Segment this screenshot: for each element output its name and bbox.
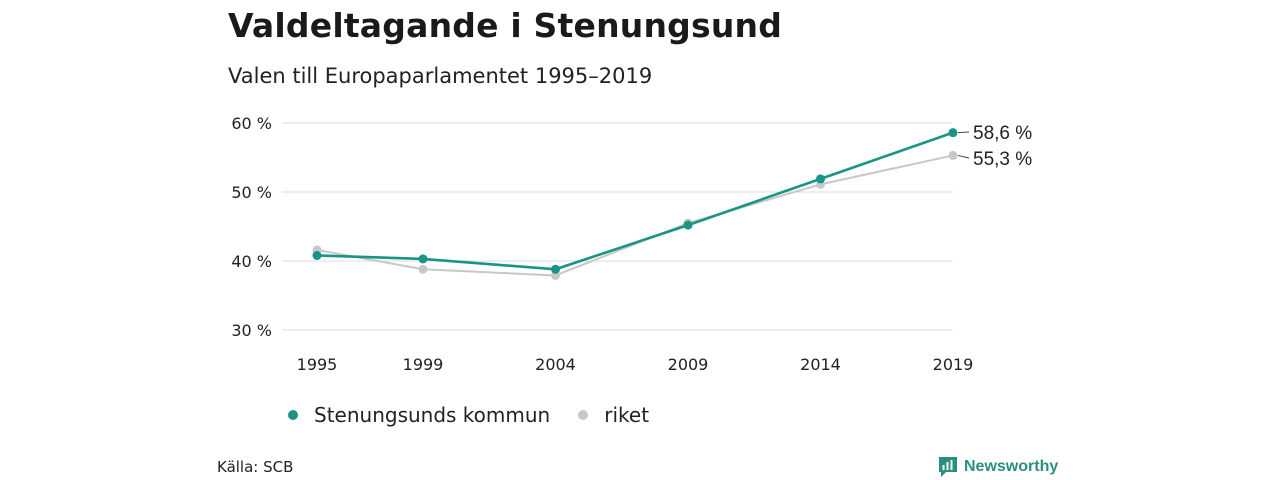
data-point: [551, 270, 560, 280]
series-line-riket: [316, 154, 954, 277]
y-tick-label: 40 %: [231, 252, 272, 271]
y-tick-label: 50 %: [231, 183, 272, 202]
series-line-stenungsund: [316, 131, 954, 271]
end-label-leader: [957, 154, 970, 159]
legend-item-riket[interactable]: riket: [578, 403, 649, 427]
grid-lines: [282, 122, 953, 331]
y-tick-label: 60 %: [231, 114, 272, 133]
brand-name: Newsworthy: [964, 458, 1059, 475]
legend-dot-icon: [578, 410, 589, 420]
legend-item-stenungsund[interactable]: Stenungsunds kommun: [288, 403, 550, 427]
legend-label: riket: [604, 403, 650, 427]
x-tick-label: 1999: [403, 355, 444, 374]
x-tick-label: 2014: [800, 355, 841, 374]
data-point: [418, 264, 428, 274]
end-value-label: 55,3 %: [973, 149, 1032, 170]
x-tick-label: 2009: [668, 355, 709, 374]
end-label-leader: [957, 131, 970, 134]
data-point: [816, 174, 825, 184]
brand-logo: Newsworthy: [938, 456, 1058, 478]
x-axis-ticks: 1995 1999 2004 2009 2014 2019: [297, 355, 974, 374]
data-point: [683, 220, 693, 230]
data-point: [948, 150, 958, 160]
x-tick-label: 1995: [297, 355, 338, 374]
chart-title: Valdeltagande i Stenungsund: [228, 6, 783, 45]
newsworthy-logo-icon: [939, 457, 957, 477]
x-tick-label: 2019: [933, 355, 974, 374]
y-axis-ticks: 30 % 40 % 50 % 60 %: [231, 114, 272, 340]
x-tick-label: 2004: [535, 355, 576, 374]
data-point: [418, 254, 428, 264]
end-labels: 58,6 % 55,3 %: [957, 123, 1032, 170]
data-point: [948, 128, 958, 138]
source-note: Källa: SCB: [217, 458, 294, 476]
end-value-label: 58,6 %: [973, 123, 1032, 144]
series-layer: [312, 128, 958, 280]
y-tick-label: 30 %: [231, 321, 272, 340]
legend-label: Stenungsunds kommun: [314, 403, 551, 427]
data-point: [312, 250, 322, 260]
legend-dot-icon: [288, 410, 298, 420]
data-point: [551, 264, 560, 274]
legend: Stenungsunds kommun riket: [288, 403, 677, 427]
chart-subtitle: Valen till Europaparlamentet 1995–2019: [228, 64, 653, 88]
